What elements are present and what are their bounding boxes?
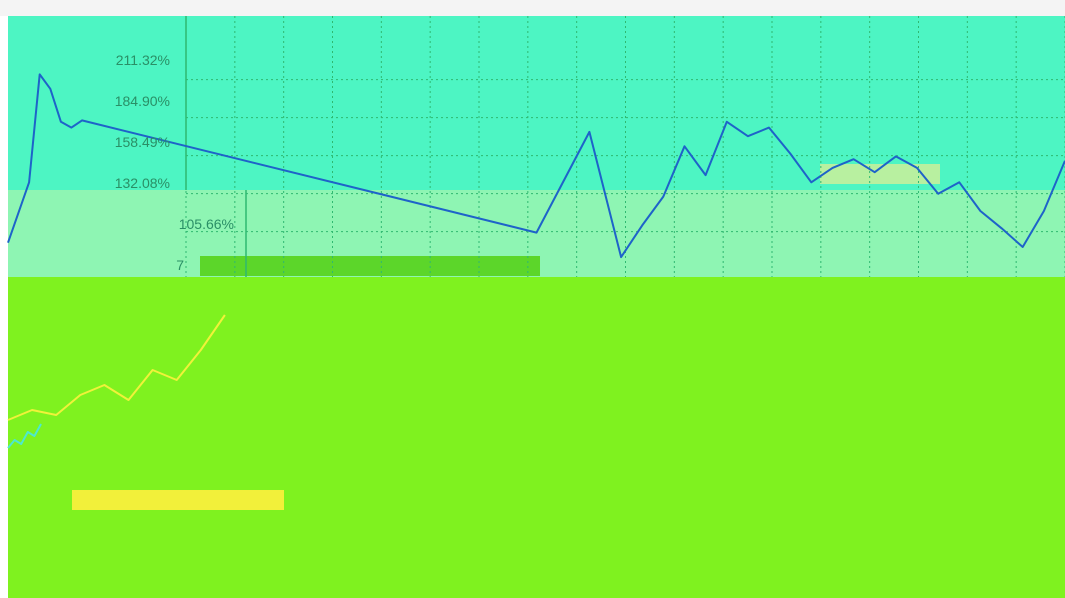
yellow-highlight-bar [72, 490, 284, 510]
y-tick-label: 158.49% [115, 134, 170, 150]
y-tick-label: 211.32% [116, 52, 170, 68]
left-mini-panel [8, 38, 76, 190]
y-tick-label: 105.66% [179, 216, 234, 232]
y-axis-tick-labels: 211.32% 184.90% 158.49% 132.08% 105.66% 7 [115, 52, 234, 273]
series-lines [7, 73, 1065, 449]
grid-lines [185, 16, 1065, 277]
series-line [7, 314, 226, 421]
y-tick-label: 7 [176, 257, 184, 273]
y-tick-label: 184.90% [115, 93, 170, 109]
lower-chart-panel [8, 277, 1065, 598]
top-caption-band [0, 0, 1065, 16]
noise-band [200, 256, 540, 276]
y-tick-label: 132.08% [115, 175, 170, 191]
noise-band [820, 164, 940, 184]
series-line [7, 73, 1065, 259]
series-line [7, 423, 42, 449]
